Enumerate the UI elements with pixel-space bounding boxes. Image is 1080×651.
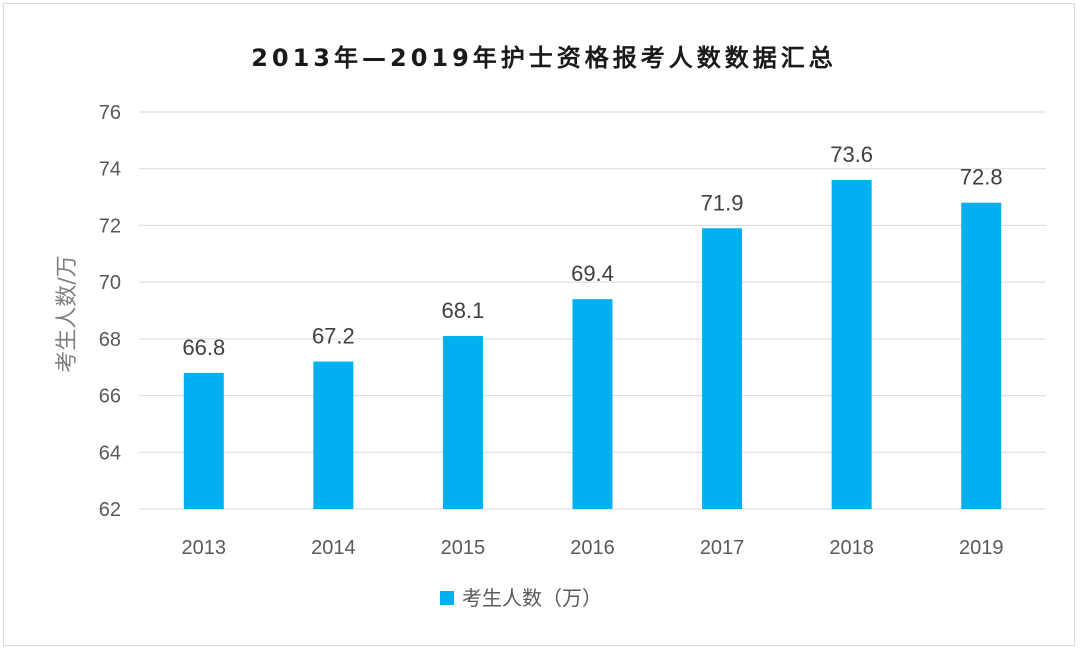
- y-tick-label: 72: [99, 215, 121, 237]
- x-tick-label: 2014: [311, 537, 356, 559]
- data-label-2014: 67.2: [312, 324, 355, 349]
- bar-2015: [442, 336, 483, 509]
- y-axis-ticks: 62 64 66 68 70 72 74 76: [99, 102, 121, 521]
- data-labels: 66.8 67.2 68.1 69.4 71.9 73.6 72.8: [182, 142, 1002, 360]
- bar-2014: [313, 361, 354, 509]
- x-tick-label: 2015: [441, 537, 486, 559]
- bar-2018: [831, 180, 872, 510]
- x-tick-label: 2019: [959, 537, 1004, 559]
- y-axis-label: 考生人数/万: [55, 255, 80, 372]
- data-label-2016: 69.4: [571, 261, 614, 286]
- bar-2019: [961, 202, 1002, 509]
- y-tick-label: 64: [99, 442, 121, 464]
- x-tick-label: 2017: [700, 537, 745, 559]
- y-tick-label: 66: [99, 386, 121, 408]
- legend: 考生人数（万）: [440, 586, 602, 610]
- y-tick-label: 62: [99, 499, 121, 521]
- x-tick-label: 2018: [829, 537, 874, 559]
- legend-swatch: [440, 591, 454, 605]
- y-tick-label: 76: [99, 102, 121, 124]
- data-label-2018: 73.6: [830, 142, 873, 167]
- y-tick-label: 74: [99, 159, 121, 181]
- chart-frame: 2013年—2019年护士资格报考人数数据汇总 考生人数/万 62 64 66 68 7…: [3, 3, 1075, 646]
- x-axis-ticks: 2013 2014 2015 2016 2017 2018 2019: [182, 537, 1004, 559]
- data-label-2015: 68.1: [442, 298, 485, 323]
- x-tick-label: 2013: [182, 537, 227, 559]
- legend-label: 考生人数（万）: [462, 586, 602, 610]
- bar-2013: [183, 372, 224, 509]
- chart-title: 2013年—2019年护士资格报考人数数据汇总: [251, 44, 837, 72]
- data-label-2013: 66.8: [182, 335, 225, 360]
- bar-chart: 2013年—2019年护士资格报考人数数据汇总 考生人数/万 62 64 66 68 7…: [55, 44, 1046, 610]
- y-tick-label: 68: [99, 329, 121, 351]
- bar-2016: [572, 299, 613, 509]
- x-tick-label: 2016: [570, 537, 615, 559]
- bar-2017: [702, 228, 743, 509]
- data-label-2017: 71.9: [701, 190, 744, 215]
- bars: [183, 180, 1002, 510]
- data-label-2019: 72.8: [960, 165, 1003, 190]
- y-tick-label: 70: [99, 272, 121, 294]
